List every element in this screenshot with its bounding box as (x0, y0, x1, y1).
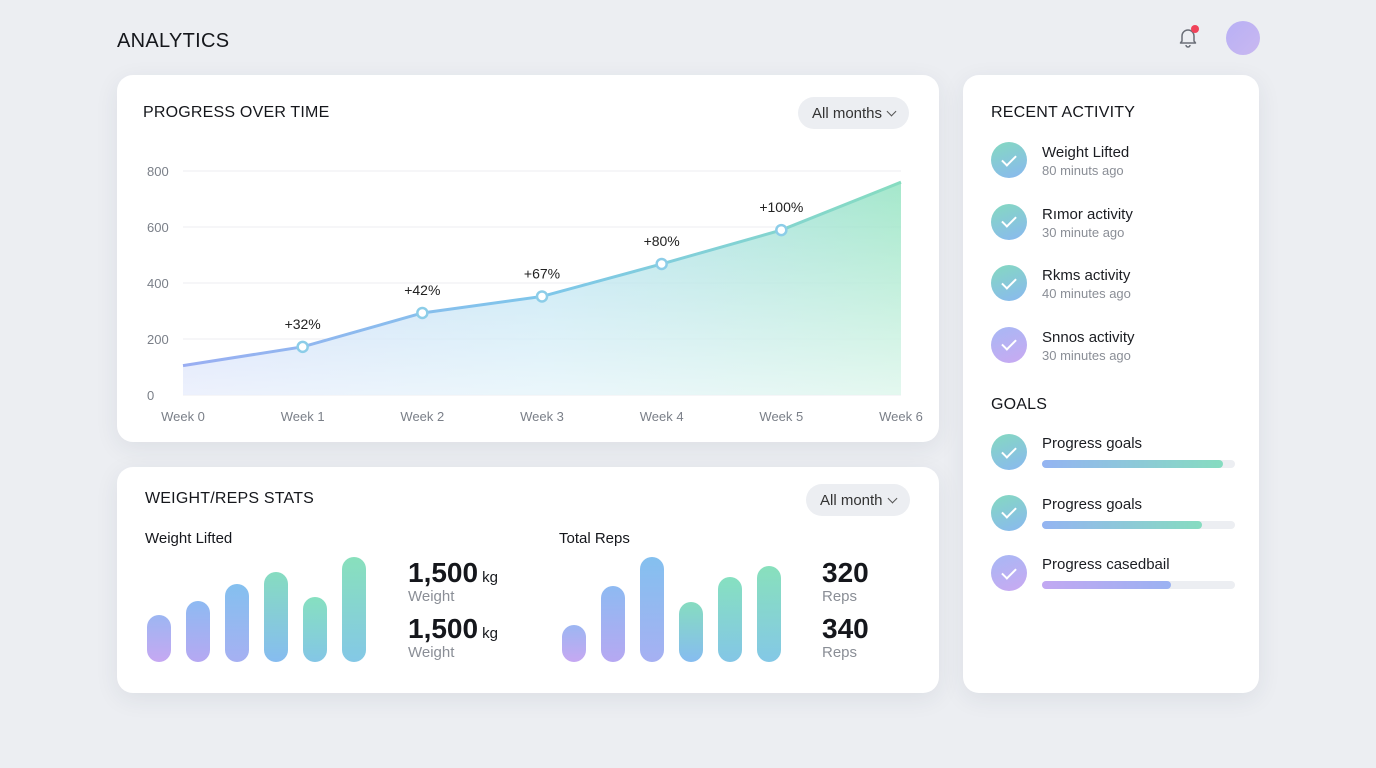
goal-label: Progress casedbail (1042, 556, 1170, 573)
weight-bar (342, 557, 366, 662)
filter-label: All month (820, 491, 883, 509)
months-filter-dropdown[interactable]: All months (798, 97, 910, 129)
y-tick-label: 800 (147, 164, 169, 179)
weight-bar (225, 584, 249, 662)
check-icon (991, 326, 1027, 363)
data-label: +80% (644, 233, 680, 249)
check-icon (991, 203, 1027, 240)
weight-bar (264, 571, 288, 662)
reps-value-1: 320 (822, 557, 869, 588)
reps-bar (601, 586, 625, 662)
goal-progress-bar (1042, 581, 1235, 589)
y-tick-label: 600 (147, 220, 169, 235)
y-tick-label: 200 (147, 332, 169, 347)
bell-icon[interactable] (1176, 25, 1200, 49)
data-point[interactable] (535, 290, 549, 303)
stats-title: WEIGHT/REPS STATS (145, 490, 315, 507)
goal-progress-bar (1042, 460, 1235, 468)
goal-label: Progress goals (1042, 435, 1143, 452)
unit: kg (482, 625, 498, 642)
reps-bar (718, 576, 742, 662)
weight-value-1: 1,500 kg (408, 557, 498, 589)
activity-title: RECENT ACTIVITY (991, 104, 1136, 121)
activity-title-text: Rımor activity (1042, 205, 1133, 223)
area-fade (183, 182, 901, 395)
activity-card: RECENT ACTIVITY Weight Lifted 80 minuts a… (963, 75, 1259, 693)
chevron-down-icon (887, 493, 897, 503)
weight-bar (303, 596, 327, 662)
x-tick-label: Week 5 (759, 409, 803, 424)
month-filter-dropdown[interactable]: All month (806, 484, 910, 516)
reps-value-2: 340 (822, 613, 869, 644)
activity-title-text: Rkms activity (1042, 267, 1131, 284)
x-tick-label: Week 6 (879, 409, 923, 424)
goals-title: GOALS (991, 396, 1048, 413)
weight-caption-2: Weight (408, 644, 455, 661)
data-point[interactable] (655, 257, 668, 271)
x-tick-label: Week 0 (161, 409, 205, 424)
goal-label: Progress goals (1042, 495, 1143, 513)
reps-bar (640, 557, 664, 662)
data-label: +32% (285, 316, 321, 332)
weight-bar (147, 614, 171, 662)
activity-time: 30 minute ago (1042, 224, 1125, 240)
activity-title-text: Snnos activity (1042, 328, 1135, 346)
data-point[interactable] (775, 223, 788, 237)
weight-label: Weight Lifted (145, 530, 233, 547)
data-point[interactable] (296, 340, 309, 354)
filter-label: All months (812, 104, 883, 122)
value: 1,500 (408, 557, 479, 588)
reps-bar (757, 566, 781, 662)
value: 1,500 (408, 613, 479, 644)
check-icon (991, 434, 1027, 470)
reps-bar (679, 602, 703, 662)
weight-value-2: 1,500 kg (408, 613, 498, 645)
reps-caption-1: Reps (822, 588, 858, 605)
goal-progress-bar (1042, 520, 1235, 529)
progress-chart: 800 600 400 200 0 Week 0 Week 1 +32% Week 2 +42% W… (147, 164, 923, 424)
data-label: +100% (759, 199, 803, 215)
progress-card: PROGRESS OVER TIME All months 800 600 400 2… (117, 75, 939, 442)
check-icon (991, 555, 1027, 591)
activity-title-text: Weight Lifted (1042, 144, 1130, 161)
reps-label: Total Reps (559, 530, 630, 547)
y-tick-label: 400 (147, 276, 169, 291)
progress-title: PROGRESS OVER TIME (143, 104, 330, 121)
check-icon (991, 494, 1027, 531)
y-tick-label: 0 (147, 388, 154, 403)
weight-caption-1: Weight (408, 588, 455, 605)
reps-caption-2: Reps (822, 644, 858, 661)
weight-bar (186, 601, 210, 662)
check-icon (991, 142, 1027, 178)
data-point[interactable] (416, 306, 429, 320)
x-tick-label: Week 2 (400, 409, 444, 424)
avatar[interactable] (1226, 21, 1260, 55)
reps-bar (562, 625, 586, 662)
x-tick-label: Week 1 (281, 409, 325, 424)
activity-time: 40 minutes ago (1042, 286, 1131, 301)
x-tick-label: Week 4 (640, 409, 684, 424)
activity-time: 30 minutes ago (1042, 347, 1131, 363)
stats-card: WEIGHT/REPS STATS All month Weight Lifte… (117, 467, 939, 693)
data-label: +67% (524, 265, 560, 281)
activity-time: 80 minuts ago (1042, 163, 1124, 178)
page-title: ANALYTICS (117, 30, 230, 52)
unit: kg (482, 569, 498, 586)
data-label: +42% (404, 282, 440, 298)
check-icon (991, 265, 1027, 301)
x-tick-label: Week 3 (520, 409, 564, 424)
